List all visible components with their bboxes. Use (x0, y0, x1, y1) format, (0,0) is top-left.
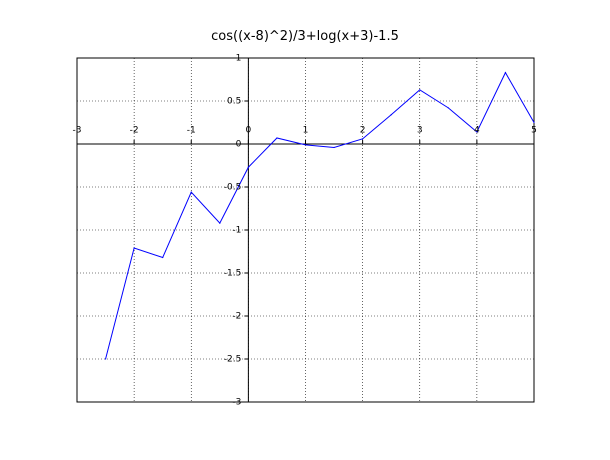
data-point (104, 358, 107, 360)
y-tick-label: -1.5 (224, 269, 242, 279)
y-tick-label: -1 (232, 226, 241, 236)
x-tick-label: 0 (246, 126, 252, 136)
y-tick-label: 0 (236, 140, 242, 150)
y-tick-label: -3 (232, 398, 241, 408)
grid-lines (77, 58, 534, 402)
x-tick-label: -1 (187, 126, 196, 136)
x-tick-label: 4 (474, 126, 480, 136)
plot-frame (76, 57, 535, 403)
x-tick-label: 3 (417, 126, 423, 136)
x-tick-label: 2 (360, 126, 366, 136)
tick-labels: -3 -2 -1 0 1 2 3 4 5 1 0.5 0 -0.5 -1 -1.5 -2 -2.5 -3 (73, 54, 537, 408)
series-line (105, 71, 535, 360)
data-point (219, 222, 221, 224)
data-point (533, 121, 535, 124)
x-tick-label: 1 (303, 126, 309, 136)
data-point (162, 256, 164, 259)
data-point (247, 166, 249, 168)
data-point (419, 89, 421, 91)
data-point (390, 114, 392, 116)
x-tick-label: -3 (73, 126, 82, 136)
y-tick-label: -2 (232, 312, 241, 322)
data-point (447, 107, 449, 109)
x-tick-label: 5 (531, 126, 537, 136)
data-point (504, 72, 507, 74)
axes (76, 57, 535, 403)
x-tick-label: -2 (130, 126, 139, 136)
data-point (304, 144, 307, 146)
data-point (133, 247, 135, 249)
data-point (190, 191, 192, 193)
data-point (476, 131, 478, 133)
series-layer (104, 71, 535, 360)
y-tick-label: -0.5 (224, 183, 242, 193)
data-point (333, 146, 335, 149)
y-tick-label: -2.5 (224, 355, 242, 365)
data-point (362, 138, 364, 140)
y-tick-label: 0.5 (227, 97, 241, 107)
chart-title: cos((x-8)^2)/3+log(x+3)-1.5 (211, 29, 399, 44)
y-tick-label: 1 (236, 54, 242, 64)
data-point (276, 137, 278, 139)
